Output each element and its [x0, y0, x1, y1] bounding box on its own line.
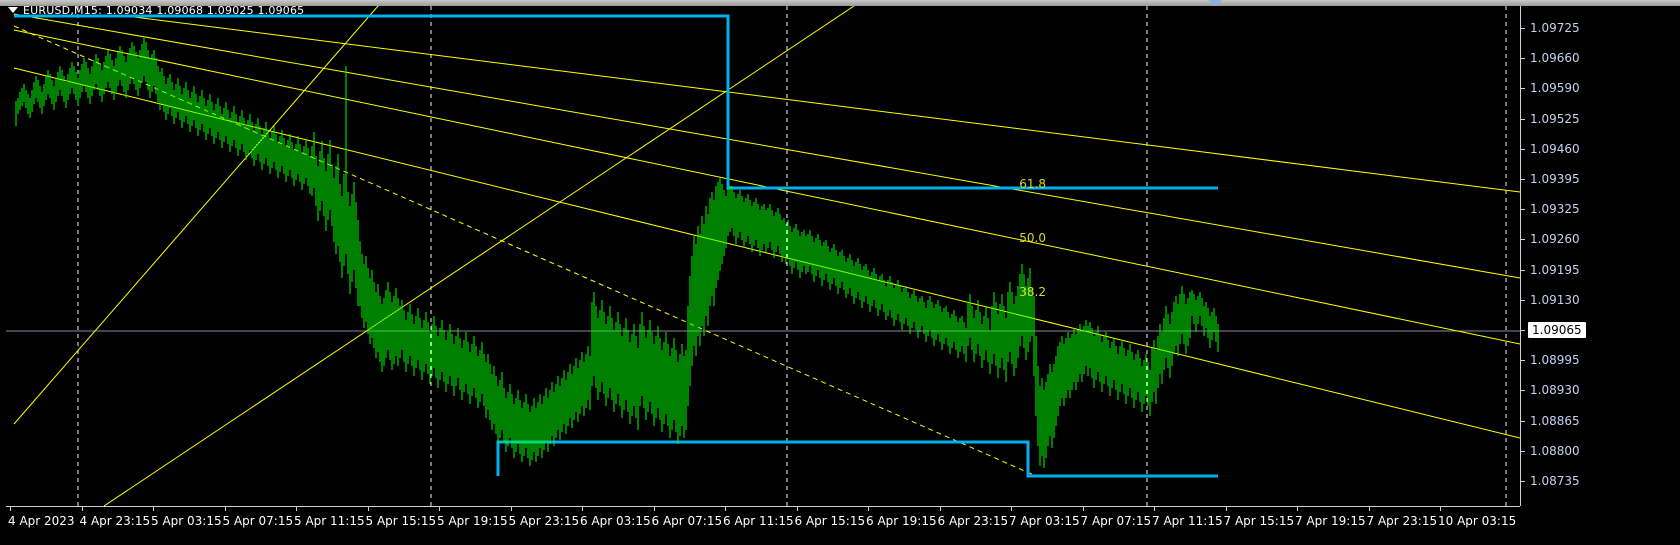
time-tick: [224, 506, 226, 511]
price-axis-line: [1520, 6, 1521, 506]
price-tick: [1520, 360, 1525, 362]
time-tick: [725, 506, 726, 511]
time-label: 7 Apr 23:15: [1366, 514, 1438, 528]
trendlines-yellow: [13, 6, 1520, 506]
price-label: 1.09460: [1530, 141, 1580, 156]
time-tick: [1225, 506, 1227, 511]
price-tick: [1520, 118, 1525, 120]
level-lines-blue: [14, 14, 1218, 478]
collapse-caret-icon[interactable]: [8, 7, 18, 13]
price-label: 1.09260: [1530, 232, 1580, 247]
time-tick: [510, 506, 512, 511]
time-tick: [153, 506, 154, 511]
time-tick: [796, 506, 798, 511]
time-label: 7 Apr 07:15: [1080, 514, 1152, 528]
price-label: 1.08995: [1530, 353, 1580, 368]
price-tick: [1520, 179, 1525, 180]
price-tick: [1520, 390, 1525, 392]
time-label: 5 Apr 03:15: [151, 514, 222, 528]
time-label: 5 Apr 15:15: [365, 514, 437, 528]
fib-label-50-0: 50.0: [1019, 231, 1046, 245]
price-tick: [1520, 28, 1525, 29]
time-label: 5 Apr 11:15: [294, 514, 365, 528]
price-tick: [1520, 269, 1525, 271]
time-label: 7 Apr 15:15: [1223, 514, 1295, 528]
time-tick: [939, 506, 941, 511]
price-label: 1.09660: [1530, 51, 1580, 66]
time-label: 6 Apr 07:15: [651, 514, 723, 528]
price-label: 1.08930: [1530, 383, 1580, 398]
time-tick: [1368, 506, 1370, 511]
window-titlebar: [0, 0, 1680, 6]
price-label: 1.09195: [1530, 262, 1580, 277]
time-label: 6 Apr 23:15: [937, 514, 1009, 528]
chart-plot-area[interactable]: 61.8 50.0 38.2: [6, 6, 1520, 506]
price-label: 1.09325: [1530, 202, 1580, 217]
time-tick: [439, 506, 440, 511]
time-label: 6 Apr 19:15: [866, 514, 937, 528]
time-tick: [1154, 506, 1155, 511]
price-tick: [1520, 450, 1525, 452]
price-tick: [1520, 148, 1525, 150]
time-label: 10 Apr 03:15: [1438, 514, 1517, 528]
time-tick: [296, 506, 297, 511]
price-tick: [1520, 330, 1525, 331]
time-label: 6 Apr 15:15: [794, 514, 866, 528]
time-label: 7 Apr 03:15: [1009, 514, 1080, 528]
fib-label-38-2: 38.2: [1019, 285, 1046, 299]
time-label: 5 Apr 19:15: [437, 514, 508, 528]
time-tick: [367, 506, 369, 511]
price-tick: [1520, 481, 1525, 482]
chart-top-marker-icon[interactable]: [1208, 0, 1222, 6]
price-axis[interactable]: 1.09725 1.09660 1.09590 1.09525 1.09460 1.093…: [1520, 6, 1680, 506]
chart-canvas: [6, 6, 1520, 506]
time-tick: [10, 506, 11, 511]
time-label: 4 Apr 23:15: [79, 514, 151, 528]
time-label: 6 Apr 11:15: [723, 514, 794, 528]
price-tick: [1520, 299, 1525, 301]
time-tick: [1440, 506, 1441, 511]
time-label: 5 Apr 07:15: [222, 514, 294, 528]
price-tick: [1520, 209, 1525, 211]
time-tick: [653, 506, 655, 511]
time-tick: [1082, 506, 1084, 511]
price-label: 1.09525: [1530, 111, 1580, 126]
time-tick: [1011, 506, 1012, 511]
trendline-dashed: [13, 25, 1037, 477]
time-axis-line: [6, 506, 1520, 507]
price-label: 1.09130: [1530, 292, 1580, 307]
price-label: 1.09725: [1530, 21, 1580, 35]
time-tick: [582, 506, 583, 511]
symbol-ohlc-text: EURUSD,M15: 1.09034 1.09068 1.09025 1.09…: [23, 3, 305, 17]
time-axis[interactable]: 4 Apr 2023 4 Apr 23:15 5 Apr 03:15 5 Apr 07…: [6, 506, 1680, 545]
time-tick: [81, 506, 83, 511]
price-tick: [1520, 88, 1525, 90]
time-tick: [868, 506, 869, 511]
current-price-label: 1.09065: [1528, 322, 1586, 338]
time-label: 7 Apr 19:15: [1295, 514, 1366, 528]
fib-label-61-8: 61.8: [1019, 177, 1046, 191]
price-label: 1.09590: [1530, 81, 1580, 96]
price-label: 1.08865: [1530, 413, 1580, 428]
candlestick-series: [15, 38, 1219, 468]
price-label: 1.08735: [1530, 474, 1580, 488]
price-tick: [1520, 420, 1525, 422]
symbol-header: EURUSD,M15: 1.09034 1.09068 1.09025 1.09…: [8, 3, 304, 17]
price-tick: [1520, 239, 1525, 241]
time-tick: [1297, 506, 1298, 511]
time-label: 7 Apr 11:15: [1152, 514, 1223, 528]
time-label: 4 Apr 2023: [8, 514, 75, 528]
price-tick: [1520, 58, 1525, 60]
time-label: 6 Apr 03:15: [580, 514, 651, 528]
price-label: 1.09395: [1530, 172, 1580, 186]
price-label: 1.08800: [1530, 443, 1580, 458]
time-label: 5 Apr 23:15: [508, 514, 580, 528]
